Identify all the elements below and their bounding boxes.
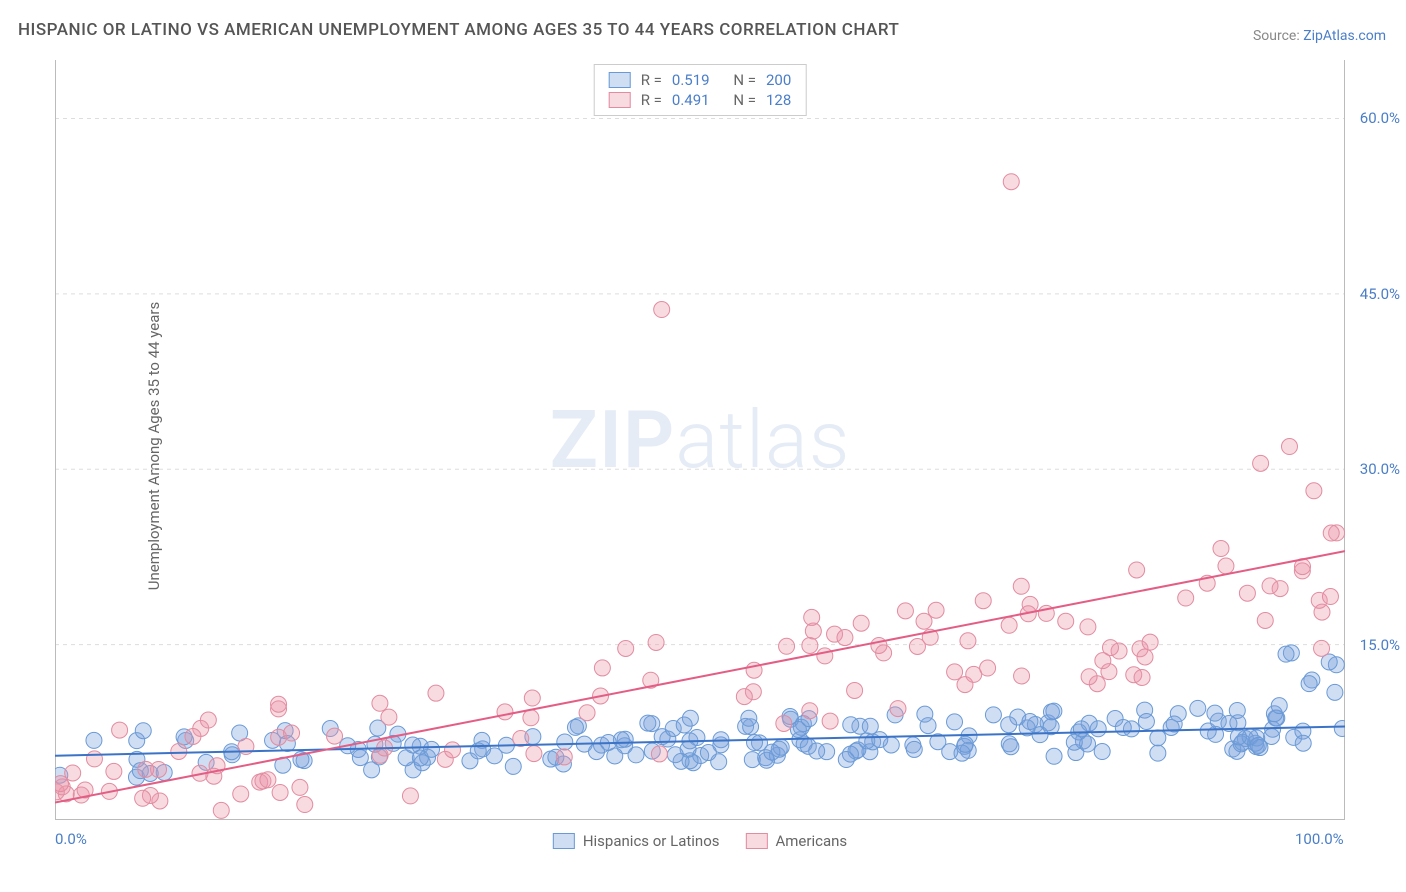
r-label: R = [641,71,662,89]
legend-row: R = 0.491 N = 128 [609,91,792,109]
legend-label: Hispanics or Latinos [583,832,720,850]
legend-item: Hispanics or Latinos [553,832,720,850]
legend-swatch-blue [553,833,575,849]
n-value: 128 [766,91,791,109]
legend-row: R = 0.519 N = 200 [609,71,792,89]
n-label: N = [733,71,756,89]
source-label: Source: [1253,28,1300,44]
series-legend: Hispanics or Latinos Americans [553,832,847,850]
chart-area: ZIPatlas R = 0.519 N = 200 R = 0.491 N =… [55,60,1345,820]
legend-swatch-pink [609,92,631,108]
y-tick-label: 15.0% [1360,636,1400,654]
scatter-chart-svg [55,60,1345,820]
r-value: 0.491 [672,91,710,109]
n-label: N = [733,91,756,109]
x-tick-label: 100.0% [1295,830,1344,848]
legend-item: Americans [745,832,847,850]
r-label: R = [641,91,662,109]
x-tick-label: 0.0% [55,830,87,848]
chart-title: HISPANIC OR LATINO VS AMERICAN UNEMPLOYM… [18,20,899,40]
source-attribution: Source: ZipAtlas.com [1253,28,1386,44]
y-tick-label: 30.0% [1360,460,1400,478]
y-tick-label: 45.0% [1360,285,1400,303]
source-link[interactable]: ZipAtlas.com [1303,28,1386,44]
r-value: 0.519 [672,71,710,89]
correlation-legend: R = 0.519 N = 200 R = 0.491 N = 128 [594,64,807,116]
legend-swatch-blue [609,72,631,88]
legend-swatch-pink [745,833,767,849]
n-value: 200 [766,71,791,89]
legend-label: Americans [775,832,847,850]
y-tick-label: 60.0% [1360,109,1400,127]
